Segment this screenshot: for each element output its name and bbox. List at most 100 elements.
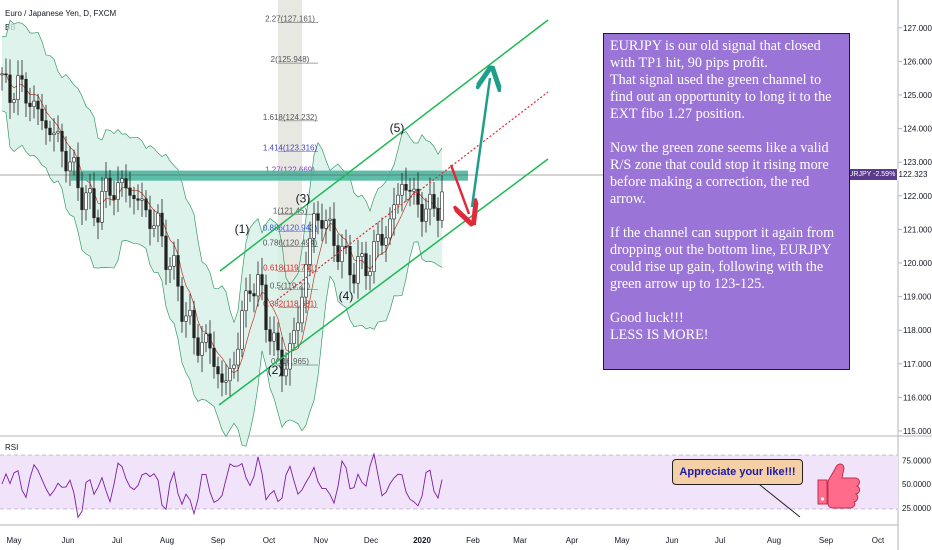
candle-body (100, 191, 104, 223)
candle-body (352, 274, 356, 284)
candle-body (152, 225, 156, 229)
candle-body (356, 256, 360, 284)
x-tick-label: May (6, 536, 21, 545)
wave-label: (1) (235, 222, 250, 236)
candle-body (240, 310, 244, 350)
y-tick-label: 126.000 (903, 57, 932, 66)
wave-label: (5) (390, 121, 405, 135)
candle-body (288, 343, 292, 370)
candle-body (32, 100, 36, 107)
fib-label: 1(121.45) (273, 206, 308, 215)
red-correction-arrow (449, 164, 469, 214)
candle-body (428, 194, 432, 210)
y-tick-label: 119.000 (903, 293, 932, 302)
candle-body (416, 188, 420, 205)
candle-body (368, 271, 372, 277)
candle-body (332, 218, 336, 246)
y-tick-label: 115.000 (903, 427, 932, 436)
candle-body (296, 322, 300, 331)
x-tick-label: 2020 (413, 536, 431, 545)
candle-body (244, 290, 248, 312)
candle-body (140, 198, 144, 201)
x-tick-label: Jul (112, 536, 122, 545)
candle-body (308, 238, 312, 265)
fib-label: 2(125.948) (271, 55, 310, 64)
candle-body (176, 255, 180, 287)
candle-body (276, 332, 280, 351)
candle-body (4, 73, 8, 76)
wave-label: (4) (339, 289, 354, 303)
candle-body (160, 212, 164, 237)
appreciate-callout: Appreciate your like!!! (672, 459, 803, 485)
candle-body (76, 157, 80, 189)
candle-body (380, 233, 384, 246)
candle-body (36, 100, 40, 110)
y-tick-label: 121.000 (903, 225, 932, 234)
bb-basis (1, 73, 443, 374)
y-tick-label: 124.000 (903, 125, 932, 134)
candle-body (84, 192, 88, 211)
candle-body (432, 194, 436, 209)
candle-body (388, 218, 392, 239)
fib-label: 1.414(123.316) (263, 144, 318, 153)
candle-body (264, 284, 268, 330)
candle-body (28, 102, 32, 107)
candle-body (248, 290, 252, 294)
candle-body (280, 349, 284, 377)
candle-body (124, 178, 128, 189)
candle-body (200, 342, 204, 356)
candle-body (228, 368, 232, 382)
chart-title: Euro / Japanese Yen, D, FXCM (5, 9, 117, 18)
y-tick-label: 125.000 (903, 91, 932, 100)
candle-body (12, 99, 16, 103)
candle-body (300, 296, 304, 324)
candle-body (292, 330, 296, 344)
thumbs-up-icon (817, 463, 860, 509)
x-tick-label: Jun (666, 536, 679, 545)
fib-label: 1.618(124.232) (263, 113, 318, 122)
fib-label: 0.382(118.681) (263, 299, 317, 308)
candle-body (232, 364, 236, 369)
candle-body (324, 220, 328, 229)
candle-body (440, 191, 444, 221)
y-tick-label: 127.000 (903, 24, 932, 33)
candle-body (312, 213, 316, 239)
x-tick-label: Oct (872, 536, 885, 545)
candle-body (408, 189, 412, 192)
x-tick-label: Nov (314, 536, 328, 545)
candle-body (284, 368, 288, 377)
x-tick-label: Jul (715, 536, 725, 545)
candle-body (120, 178, 124, 183)
candle-body (80, 187, 84, 211)
candle-body (320, 220, 324, 229)
note-paragraph: Good luck!!! LESS IS MORE! (610, 310, 709, 343)
rsi-tick-label: 25.0000 (902, 504, 931, 513)
candle-body (372, 241, 376, 272)
wave-label: (3) (296, 192, 311, 206)
symbol-change-tag: EURJPY -2.59% (842, 169, 897, 180)
x-tick-label: Sep (211, 536, 226, 545)
candle-body (420, 204, 424, 222)
candle-body (64, 150, 68, 172)
candle-body (252, 293, 256, 297)
candle-body (436, 208, 440, 221)
x-tick-label: May (614, 536, 629, 545)
current-price-label: 122.323 (897, 169, 929, 180)
candle-body (216, 366, 220, 375)
candle-body (400, 184, 404, 196)
candle-body (316, 213, 320, 221)
candle-body (104, 177, 108, 192)
candle-body (148, 209, 152, 229)
candle-body (44, 120, 48, 129)
fib-label: 0.5(119.21) (270, 282, 311, 291)
candle-body (340, 245, 344, 263)
rsi-series (1, 452, 443, 519)
candle-body (212, 347, 216, 367)
fib-label: 2.27(127.161) (265, 14, 315, 23)
y-tick-label: 117.000 (903, 360, 932, 369)
y-tick-label: 123.000 (903, 158, 932, 167)
rsi-indicator-label[interactable]: RSI (5, 443, 19, 452)
candle-body (168, 265, 172, 270)
candle-body (184, 315, 188, 322)
